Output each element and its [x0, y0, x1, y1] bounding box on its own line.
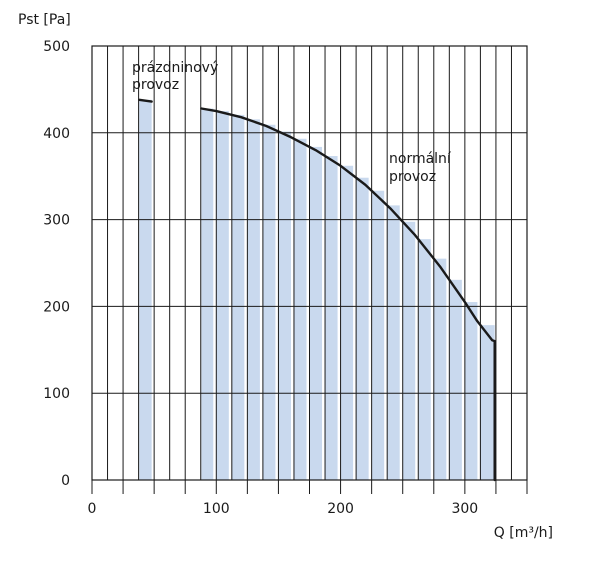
- area-stripe-1: [262, 124, 276, 481]
- y-tick-label: 0: [61, 473, 70, 489]
- fan-curve-1: [200, 107, 496, 482]
- x-tick-label: 200: [327, 501, 354, 517]
- y-tick-label: 400: [43, 126, 70, 142]
- y-tick-label: 300: [43, 213, 70, 229]
- y-axis-label: Pst [Pa]: [18, 12, 71, 28]
- area-stripe-1: [278, 131, 291, 480]
- x-axis-label: Q [m³/h]: [494, 525, 553, 541]
- area-stripe-1: [293, 138, 307, 480]
- y-tick-label: 100: [43, 386, 70, 402]
- area-stripe-1: [325, 156, 338, 480]
- area-stripe-1: [247, 119, 260, 480]
- area-stripe-1: [231, 114, 245, 481]
- fan-curve-0: [138, 98, 153, 103]
- area-stripe-1: [418, 239, 431, 480]
- y-tick-label: 200: [43, 299, 70, 315]
- x-tick-label: 100: [203, 501, 230, 517]
- x-tick-label: 0: [88, 501, 97, 517]
- y-tick-label: 500: [43, 39, 70, 55]
- holiday-mode-label: prázdninový provoz: [132, 60, 223, 93]
- area-stripe-1: [340, 165, 354, 480]
- area-stripe-1: [464, 302, 478, 480]
- tick-labels: 0 100 200 300 0 100 200 300 400 500: [43, 39, 478, 517]
- curves: [138, 98, 496, 482]
- area-stripe-1: [216, 111, 229, 480]
- area-stripe-1: [480, 325, 495, 480]
- normal-mode-label: normální provoz: [389, 151, 455, 185]
- area-stripe-1: [371, 190, 385, 481]
- area-stripe-1: [309, 146, 323, 480]
- area-stripe-1: [402, 221, 416, 480]
- grid: [91, 45, 528, 494]
- area-stripe-1: [387, 205, 400, 480]
- area-stripe-1: [449, 279, 462, 480]
- area-stripe-1: [201, 108, 214, 480]
- x-tick-label: 300: [451, 501, 478, 517]
- area-stripe-1: [356, 177, 369, 480]
- area-stripe-0: [139, 99, 152, 480]
- area-stripe-1: [433, 258, 447, 480]
